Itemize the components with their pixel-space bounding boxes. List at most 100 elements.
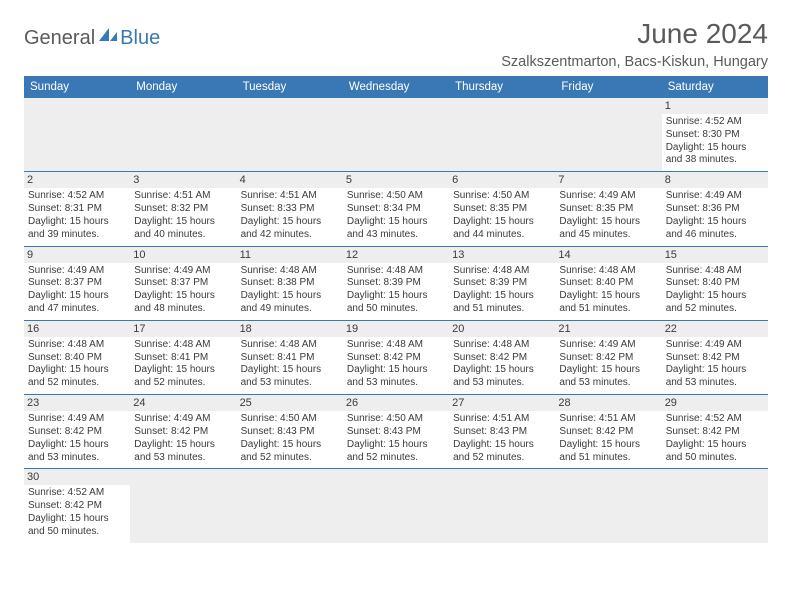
sunrise-value: 4:51 AM — [493, 413, 530, 424]
sunset-value: 8:39 PM — [490, 277, 527, 288]
sunrise-value: 4:48 AM — [280, 339, 317, 350]
page-header: General Blue June 2024 Szalkszentmarton,… — [24, 18, 768, 70]
sunrise-label: Sunrise: — [347, 339, 384, 350]
sunset-value: 8:37 PM — [171, 277, 208, 288]
sunrise-label: Sunrise: — [666, 413, 703, 424]
daylight-line-1: Daylight: 15 hours — [241, 364, 339, 377]
sunset-label: Sunset: — [134, 352, 168, 363]
sunrise-line: Sunrise: 4:49 AM — [28, 413, 126, 426]
sunrise-value: 4:49 AM — [599, 190, 636, 201]
sunset-label: Sunset: — [28, 352, 62, 363]
week-row: 16Sunrise: 4:48 AMSunset: 8:40 PMDayligh… — [24, 321, 768, 395]
sunrise-value: 4:49 AM — [67, 413, 104, 424]
sunrise-line: Sunrise: 4:51 AM — [241, 190, 339, 203]
sunset-line: Sunset: 8:43 PM — [241, 426, 339, 439]
sunrise-label: Sunrise: — [453, 413, 490, 424]
daylight-line-2: and 53 minutes. — [134, 452, 232, 465]
sunset-value: 8:39 PM — [384, 277, 421, 288]
sunset-value: 8:36 PM — [702, 203, 739, 214]
sunrise-value: 4:49 AM — [174, 413, 211, 424]
day-number: 14 — [555, 247, 661, 263]
day-number: 28 — [555, 395, 661, 411]
day-cell: 2Sunrise: 4:52 AMSunset: 8:31 PMDaylight… — [24, 172, 130, 245]
daylight-line-2: and 52 minutes. — [28, 377, 126, 390]
sunset-line: Sunset: 8:42 PM — [666, 352, 764, 365]
sunrise-label: Sunrise: — [134, 413, 171, 424]
sunrise-line: Sunrise: 4:52 AM — [28, 487, 126, 500]
daylight-line-1: Daylight: 15 hours — [28, 364, 126, 377]
weekday-header: Sunday — [24, 76, 130, 98]
sunrise-label: Sunrise: — [241, 339, 278, 350]
sunset-value: 8:42 PM — [702, 426, 739, 437]
day-cell: 28Sunrise: 4:51 AMSunset: 8:42 PMDayligh… — [555, 395, 661, 468]
sunrise-label: Sunrise: — [347, 190, 384, 201]
sunrise-label: Sunrise: — [347, 265, 384, 276]
sunset-value: 8:33 PM — [277, 203, 314, 214]
day-cell: 9Sunrise: 4:49 AMSunset: 8:37 PMDaylight… — [24, 247, 130, 320]
daylight-line-2: and 52 minutes. — [453, 452, 551, 465]
sunrise-line: Sunrise: 4:51 AM — [559, 413, 657, 426]
weekday-header: Saturday — [662, 76, 768, 98]
weekday-header: Thursday — [449, 76, 555, 98]
day-cell: 4Sunrise: 4:51 AMSunset: 8:33 PMDaylight… — [237, 172, 343, 245]
weekday-header: Tuesday — [237, 76, 343, 98]
day-number: 17 — [130, 321, 236, 337]
day-number: 20 — [449, 321, 555, 337]
day-cell: 30Sunrise: 4:52 AMSunset: 8:42 PMDayligh… — [24, 469, 130, 542]
sunrise-line: Sunrise: 4:49 AM — [559, 190, 657, 203]
sunrise-line: Sunrise: 4:49 AM — [134, 265, 232, 278]
daylight-line-1: Daylight: 15 hours — [666, 216, 764, 229]
day-cell: 11Sunrise: 4:48 AMSunset: 8:38 PMDayligh… — [237, 247, 343, 320]
sunset-label: Sunset: — [241, 277, 275, 288]
sunrise-line: Sunrise: 4:49 AM — [666, 339, 764, 352]
daylight-line-1: Daylight: 15 hours — [666, 290, 764, 303]
sunrise-value: 4:48 AM — [386, 339, 423, 350]
day-cell: 14Sunrise: 4:48 AMSunset: 8:40 PMDayligh… — [555, 247, 661, 320]
daylight-line-2: and 51 minutes. — [559, 303, 657, 316]
sunrise-label: Sunrise: — [134, 339, 171, 350]
daylight-line-2: and 52 minutes. — [241, 452, 339, 465]
brand-sail-icon — [97, 26, 119, 50]
daylight-line-2: and 48 minutes. — [134, 303, 232, 316]
sunset-label: Sunset: — [28, 500, 62, 511]
sunrise-label: Sunrise: — [28, 487, 65, 498]
sunset-value: 8:42 PM — [702, 352, 739, 363]
day-cell: 10Sunrise: 4:49 AMSunset: 8:37 PMDayligh… — [130, 247, 236, 320]
sunset-value: 8:31 PM — [65, 203, 102, 214]
sunset-value: 8:41 PM — [277, 352, 314, 363]
sunrise-line: Sunrise: 4:48 AM — [453, 265, 551, 278]
sunset-value: 8:42 PM — [65, 426, 102, 437]
sunrise-line: Sunrise: 4:51 AM — [134, 190, 232, 203]
sunset-label: Sunset: — [453, 426, 487, 437]
sunrise-label: Sunrise: — [241, 265, 278, 276]
sunset-line: Sunset: 8:40 PM — [559, 277, 657, 290]
sunrise-value: 4:48 AM — [493, 265, 530, 276]
day-number: 13 — [449, 247, 555, 263]
day-number: 1 — [662, 98, 768, 114]
sunrise-label: Sunrise: — [241, 190, 278, 201]
sunset-value: 8:34 PM — [384, 203, 421, 214]
sunrise-line: Sunrise: 4:48 AM — [134, 339, 232, 352]
sunset-line: Sunset: 8:40 PM — [28, 352, 126, 365]
daylight-line-1: Daylight: 15 hours — [28, 439, 126, 452]
day-number: 23 — [24, 395, 130, 411]
sunrise-value: 4:49 AM — [599, 339, 636, 350]
sunset-value: 8:41 PM — [171, 352, 208, 363]
sunrise-line: Sunrise: 4:49 AM — [134, 413, 232, 426]
daylight-line-1: Daylight: 15 hours — [347, 439, 445, 452]
sunset-label: Sunset: — [134, 277, 168, 288]
sunset-value: 8:43 PM — [384, 426, 421, 437]
brand-part2: Blue — [120, 27, 160, 50]
sunrise-line: Sunrise: 4:48 AM — [347, 339, 445, 352]
day-number: 24 — [130, 395, 236, 411]
daylight-line-2: and 53 minutes. — [559, 377, 657, 390]
day-number: 22 — [662, 321, 768, 337]
daylight-line-2: and 50 minutes. — [28, 526, 126, 539]
sunset-label: Sunset: — [134, 426, 168, 437]
sunrise-line: Sunrise: 4:52 AM — [666, 116, 764, 129]
day-cell-empty — [237, 469, 343, 542]
daylight-line-1: Daylight: 15 hours — [453, 290, 551, 303]
sunset-value: 8:40 PM — [702, 277, 739, 288]
sunset-line: Sunset: 8:42 PM — [559, 426, 657, 439]
daylight-line-2: and 52 minutes. — [666, 303, 764, 316]
